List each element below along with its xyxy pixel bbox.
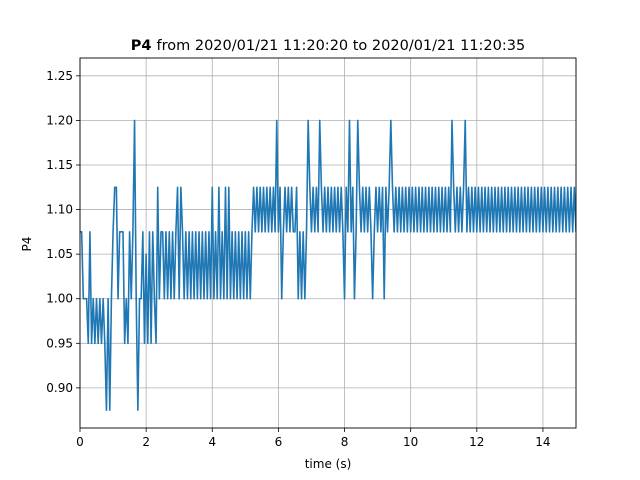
chart-title-rest: from 2020/01/21 11:20:20 to 2020/01/21 1… [156,38,525,54]
chart-title: P4 from 2020/01/21 11:20:20 to 2020/01/21… [131,38,525,54]
y-axis-label: P4 [20,237,34,252]
x-tick-label-2: 4 [208,435,216,449]
y-tick-label-1: 0.95 [46,336,73,350]
x-tick-label-0: 0 [76,435,84,449]
x-axis-label: time (s) [305,457,352,471]
y-tick-label-7: 1.25 [46,69,73,83]
y-tick-label-0: 0.90 [46,381,73,395]
plot-frame [79,57,577,429]
x-tick-label-1: 2 [142,435,150,449]
x-tick-label-6: 12 [469,435,484,449]
x-tick-label-3: 6 [275,435,283,449]
y-tick-label-4: 1.10 [46,203,73,217]
series-line-0 [80,119,576,411]
x-tick-label-5: 10 [403,435,418,449]
chart-title-bold: P4 [131,38,152,54]
y-tick-label-2: 1.00 [46,292,73,306]
y-tick-label-3: 1.05 [46,247,73,261]
x-tick-label-7: 14 [535,435,550,449]
y-tick-label-6: 1.20 [46,113,73,127]
plot-area: 0 2 4 6 8 10 12 14 0.90 0.95 1.00 1.05 1.10 1.15 1.20 1… [46,57,577,449]
x-tick-label-4: 8 [341,435,349,449]
y-tick-label-5: 1.15 [46,158,73,172]
